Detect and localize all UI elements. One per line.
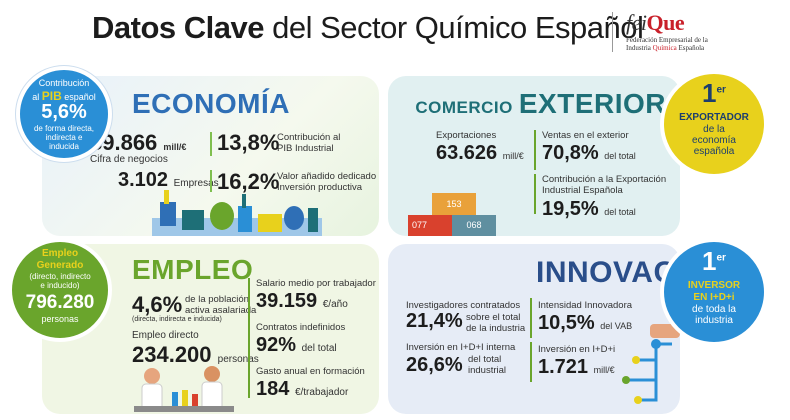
divider [248,278,250,398]
lab-illustration [134,366,234,412]
economia-panel: ECONOMÍA 89.866 mill/€ Cifra de negocios… [42,76,379,236]
interna-unit: del total industrial [468,354,507,376]
ventas-label: Ventas en el exterior [542,130,629,141]
divider [530,298,532,338]
pib-value: 13,8% [217,130,280,155]
export-label: Exportaciones [436,130,497,141]
page-title-rest: del Sector Químico Español [272,10,644,45]
interna-value: 26,6% [406,354,463,376]
contratos-label: Contratos indefinidos [256,322,346,333]
innovacion-title: INNOVACIÓN [536,256,680,289]
container-orange: 153 [432,193,476,215]
invest-label: Investigadores contratados [406,300,521,311]
contratos-value: 92% del total [256,334,337,356]
empresas-value: 3.102 Empresas [118,169,219,191]
gasto-value: 184 €/trabajador [256,378,349,400]
economia-title: ECONOMÍA [132,88,290,119]
divider [534,130,536,170]
innovacion-panel: INNOVACIÓN Investigadores contratados 21… [388,244,680,414]
vab-label: Valor añadido dedicado a Inversión produc… [277,171,379,193]
salario-label: Salario medio por trabajador [256,278,376,289]
export-value: 63.626 mill/€ [436,142,524,164]
empleo-title: EMPLEO [132,254,254,285]
header: Datos Clave del Sector Químico Español f… [0,0,790,62]
comercio-title: COMERCIO EXTERIOR [415,88,666,119]
intens-value: 10,5% del VAB [538,312,633,334]
pob-value: 4,6% [132,292,183,317]
pib-label: Contribución al PIB Industrial [277,132,341,154]
factory-illustration [152,190,322,236]
container-red: 077 [408,215,452,236]
gasto-label: Gasto anual en formación [256,366,365,377]
container-blue: 068 [452,215,496,236]
divider [530,342,532,382]
directo-value: 234.200 personas [132,342,259,367]
contrib-label: Contribución a la Exportación Industrial … [542,174,667,196]
feique-logo: feiQue Federación Empresarial de la Indu… [626,10,708,52]
cifra-label: Cifra de negocios [90,154,168,165]
ventas-value: 70,8% del total [542,142,636,164]
pib-badge: Contribución al PIB español 5,6% de form… [16,66,112,162]
intens-label: Intensidad Innovadora [538,300,633,311]
invest-unit: sobre el total de la industria [466,312,526,334]
page-title-bold: Datos Clave [92,10,264,45]
pob-note: (directa, indirecta e inducida) [132,316,222,323]
comercio-panel: COMERCIO EXTERIOR Exportaciones 63.626 mi… [388,76,680,236]
logo-divider [612,12,613,52]
pob-label: de la población activa asalariada [185,294,257,316]
empleo-badge: Empleo Generado (directo, indirecto e in… [8,238,112,342]
directo-label: Empleo directo [132,330,199,341]
divider [210,132,212,156]
exportador-badge: 1er EXPORTADOR de la economía española [660,70,768,178]
page-title: Datos Clave del Sector Químico Español [92,10,644,46]
invest-value: 21,4% [406,310,463,332]
vab-value: 16,2% [217,169,280,194]
idi-label: Inversión en I+D+i [538,344,616,355]
divider [534,174,536,214]
interna-label: Inversión en I+D+I interna [406,342,516,353]
idi-value: 1.721 mill/€ [538,356,615,378]
contrib-value: 19,5% del total [542,198,636,220]
inversor-badge: 1er INVERSOR EN I+D+i de toda la industr… [660,238,768,346]
circuit-hand-illustration [622,324,680,404]
salario-value: 39.159 €/año [256,290,348,312]
divider [210,170,212,192]
